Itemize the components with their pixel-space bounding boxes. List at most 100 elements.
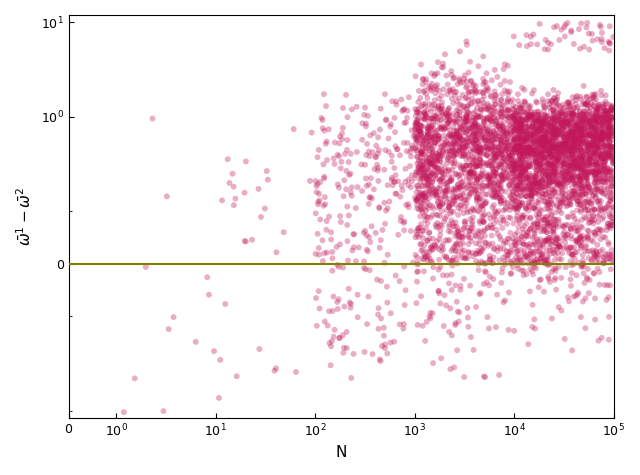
Point xyxy=(486,117,497,125)
Point xyxy=(547,160,557,167)
Point xyxy=(496,181,506,189)
Point xyxy=(412,117,422,125)
Point xyxy=(432,118,442,126)
Point xyxy=(580,125,590,133)
Point xyxy=(570,191,580,199)
Point xyxy=(557,152,567,159)
Point xyxy=(575,145,585,152)
Point xyxy=(504,153,515,161)
Point xyxy=(608,214,618,222)
Point xyxy=(471,193,481,201)
Point xyxy=(593,155,603,162)
Point xyxy=(529,263,540,271)
Point xyxy=(451,117,461,124)
Point xyxy=(597,227,607,234)
Point xyxy=(550,141,560,149)
Point xyxy=(523,175,533,182)
Point xyxy=(513,124,523,132)
Point xyxy=(433,136,443,143)
Point xyxy=(490,66,500,74)
Point xyxy=(550,116,560,124)
Point xyxy=(241,238,251,246)
Point xyxy=(570,140,580,147)
Point xyxy=(436,169,446,176)
Point xyxy=(506,152,516,159)
Point xyxy=(551,147,561,154)
Point xyxy=(465,169,475,177)
Point xyxy=(568,160,579,167)
Point xyxy=(320,200,330,208)
Point xyxy=(572,198,582,205)
Point xyxy=(424,229,435,237)
Point xyxy=(596,153,607,161)
Point xyxy=(598,141,608,149)
Point xyxy=(550,144,560,152)
Point xyxy=(534,124,545,131)
Point xyxy=(517,160,527,167)
Point xyxy=(596,154,607,162)
Point xyxy=(593,114,603,121)
Point xyxy=(576,169,586,176)
Point xyxy=(566,28,577,36)
Point xyxy=(557,186,568,193)
Point xyxy=(493,181,504,189)
Point xyxy=(448,99,458,107)
Point xyxy=(552,157,563,165)
Point xyxy=(520,175,531,182)
Point xyxy=(413,133,424,141)
Point xyxy=(549,132,559,139)
Point xyxy=(467,161,477,169)
Point xyxy=(601,168,611,176)
Point xyxy=(603,133,613,141)
Point xyxy=(496,154,506,162)
Point xyxy=(563,146,573,153)
Point xyxy=(501,157,511,164)
Point xyxy=(604,113,614,120)
Point xyxy=(417,162,428,170)
Point xyxy=(538,178,548,185)
Point xyxy=(553,218,563,226)
Point xyxy=(555,199,565,206)
Point xyxy=(467,82,477,89)
Point xyxy=(566,147,577,154)
Point xyxy=(547,133,557,140)
Point xyxy=(525,247,536,255)
Point xyxy=(560,33,570,40)
Point xyxy=(427,161,437,169)
Point xyxy=(269,367,280,374)
Point xyxy=(547,138,557,146)
Point xyxy=(424,228,435,236)
Point xyxy=(527,112,538,119)
Point xyxy=(583,133,593,141)
Point xyxy=(421,147,431,155)
Point xyxy=(515,173,525,181)
Point xyxy=(538,120,548,128)
Point xyxy=(479,125,489,133)
Point xyxy=(391,101,401,108)
Point xyxy=(529,204,540,211)
Point xyxy=(484,173,495,180)
Point xyxy=(596,114,606,122)
Point xyxy=(449,137,460,144)
Point xyxy=(601,153,611,161)
Point xyxy=(522,115,532,123)
Point xyxy=(422,256,433,264)
Point xyxy=(494,194,504,202)
Point xyxy=(596,113,606,120)
Point xyxy=(596,143,606,151)
Point xyxy=(548,129,559,136)
Point xyxy=(537,133,547,141)
Point xyxy=(411,129,421,137)
Point xyxy=(372,167,383,174)
Point xyxy=(605,138,615,145)
Point xyxy=(474,146,484,154)
Point xyxy=(572,121,582,129)
Point xyxy=(552,96,562,104)
Point xyxy=(575,177,585,185)
Point xyxy=(586,144,596,152)
Point xyxy=(522,134,532,142)
Point xyxy=(509,136,519,143)
Point xyxy=(433,266,444,274)
Point xyxy=(522,186,532,193)
Point xyxy=(423,105,433,113)
